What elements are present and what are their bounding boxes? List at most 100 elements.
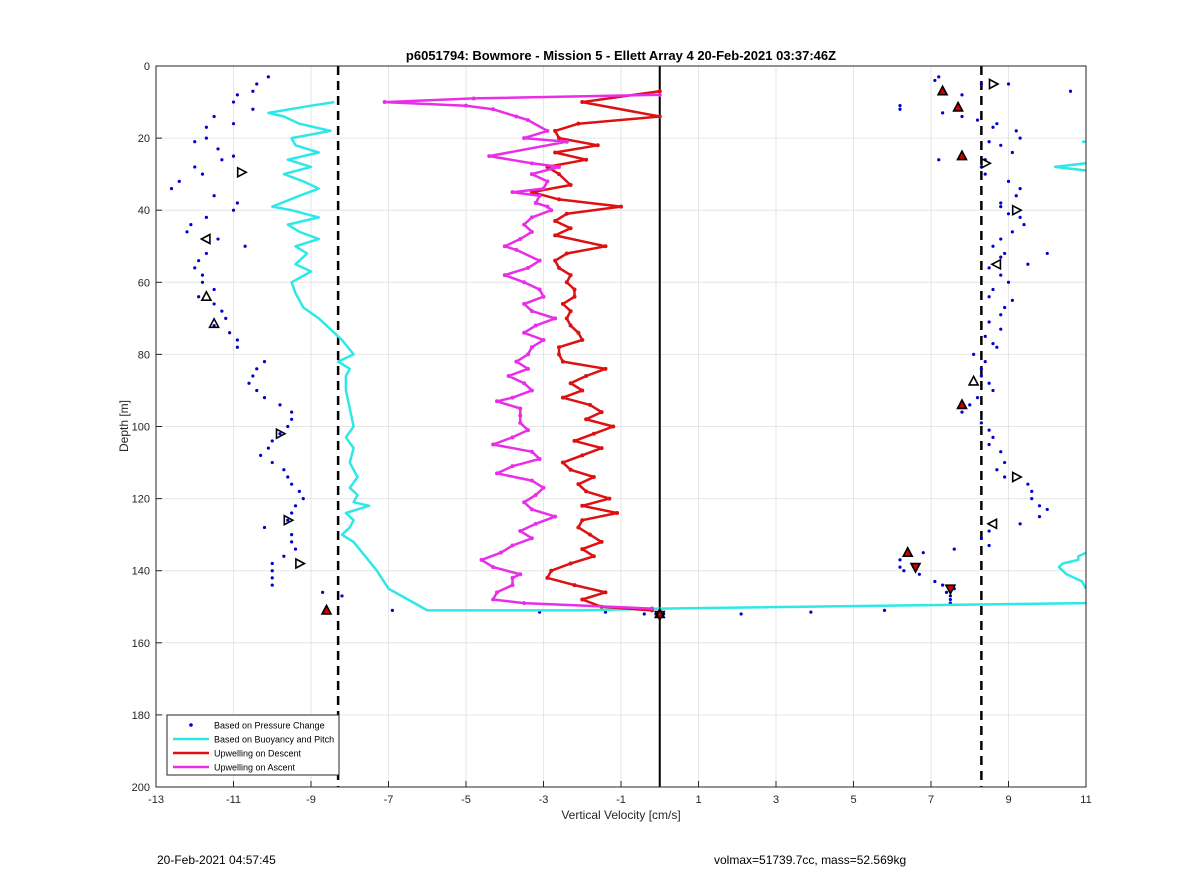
pressure-change-point (898, 104, 902, 108)
upwelling-descent-point (580, 518, 585, 523)
pressure-change-point (898, 565, 902, 569)
x-tick-label: -13 (148, 794, 164, 806)
chart-title: p6051794: Bowmore - Mission 5 - Ellett A… (406, 48, 836, 63)
upwelling-descent-point (580, 337, 585, 342)
pressure-change-point (197, 295, 201, 299)
pressure-change-point (995, 122, 999, 126)
upwelling-ascent-point (553, 316, 558, 321)
upwelling-descent-point (568, 381, 573, 386)
upwelling-ascent-point (541, 186, 546, 191)
pressure-change-point (212, 287, 216, 292)
pressure-change-point (1018, 215, 1022, 220)
upwelling-ascent-point (522, 500, 527, 505)
event-marker (909, 562, 922, 574)
pressure-change-point (1030, 489, 1034, 493)
pressure-change-point (960, 410, 964, 414)
pressure-change-point (321, 590, 325, 594)
pressure-change-point (177, 179, 181, 183)
pressure-change-point (390, 608, 394, 612)
upwelling-descent-point (580, 453, 585, 458)
x-tick-label: 7 (928, 794, 934, 806)
x-axis-label: Vertical Velocity [cm/s] (561, 808, 680, 822)
upwelling-ascent-point (495, 399, 499, 404)
pressure-change-point (193, 266, 197, 270)
pressure-change-point (960, 93, 964, 97)
y-axis-label: Depth [m] (117, 400, 131, 452)
pressure-change-point (999, 201, 1003, 205)
pressure-change-point (270, 561, 274, 566)
pressure-change-point (1018, 136, 1022, 140)
pressure-change-point (193, 165, 197, 169)
pressure-change-point (235, 338, 239, 342)
upwelling-ascent-point (533, 323, 538, 328)
upwelling-ascent-point (541, 294, 546, 299)
upwelling-descent-point (580, 503, 585, 508)
upwelling-ascent-point (510, 575, 515, 580)
upwelling-descent-point (545, 575, 550, 580)
pressure-change-point (991, 435, 995, 439)
pressure-change-point (937, 75, 941, 79)
pressure-change-point (987, 140, 991, 144)
pressure-change-point (933, 579, 937, 584)
upwelling-descent-point (568, 182, 573, 187)
upwelling-ascent-point (502, 273, 507, 278)
pressure-change-point (235, 93, 239, 97)
pressure-change-point (247, 381, 251, 385)
upwelling-descent-point (576, 121, 581, 126)
pressure-change-point (987, 381, 991, 385)
upwelling-descent-point (599, 446, 604, 451)
pressure-change-point (197, 259, 201, 263)
pressure-change-point (991, 287, 995, 292)
upwelling-ascent-point (510, 464, 515, 469)
pressure-change-point (278, 432, 282, 436)
pressure-change-point (983, 172, 987, 176)
pressure-change-point (979, 421, 983, 425)
y-tick-label: 180 (132, 710, 150, 722)
pressure-change-point (1003, 460, 1007, 465)
upwelling-descent-point (576, 482, 581, 487)
upwelling-descent-point (657, 89, 662, 94)
upwelling-descent-point (603, 244, 608, 249)
reference-lines (336, 66, 983, 787)
upwelling-ascent-point (518, 406, 523, 411)
legend-label: Based on Pressure Change (214, 721, 325, 731)
y-tick-label: 40 (138, 205, 150, 217)
pressure-change-point (286, 475, 290, 479)
pressure-change-point (1018, 522, 1022, 526)
pressure-change-point (204, 136, 208, 140)
pressure-change-point (200, 273, 205, 277)
upwelling-ascent-point (537, 456, 542, 461)
upwelling-ascent-point (491, 442, 496, 447)
upwelling-ascent-point (529, 388, 534, 393)
upwelling-ascent-point (526, 265, 530, 270)
event-marker (956, 398, 968, 410)
pressure-change-point (212, 302, 216, 306)
buoyancy-pitch-line (267, 100, 1087, 612)
pressure-change-point (948, 594, 952, 598)
pressure-change-point (1003, 475, 1007, 479)
pressure-change-point (228, 331, 232, 335)
pressure-change-point (251, 374, 255, 378)
upwelling-ascent-point (545, 179, 550, 184)
upwelling-descent-point (560, 359, 565, 364)
upwelling-descent-point (576, 330, 581, 335)
y-tick-label: 80 (138, 349, 150, 361)
upwelling-ascent-point (526, 366, 530, 371)
upwelling-descent-point (553, 219, 558, 224)
upwelling-ascent-point (522, 330, 527, 335)
legend: Based on Pressure Change Based on Buoyanc… (166, 714, 340, 776)
pressure-change-point (979, 374, 983, 378)
pressure-change-point (270, 583, 274, 587)
event-marker (936, 84, 949, 96)
pressure-change-point (290, 540, 294, 544)
event-marker (967, 374, 980, 386)
pressure-change-point (231, 100, 236, 104)
pressure-change-point (898, 107, 902, 111)
pressure-change-point (212, 194, 216, 198)
pressure-change-point (282, 468, 286, 472)
upwelling-ascent-point (514, 359, 519, 364)
pressure-change-point (297, 489, 301, 493)
pressure-change-point (1006, 82, 1011, 86)
y-tick-label: 200 (132, 782, 150, 794)
upwelling-ascent-point (526, 428, 530, 433)
